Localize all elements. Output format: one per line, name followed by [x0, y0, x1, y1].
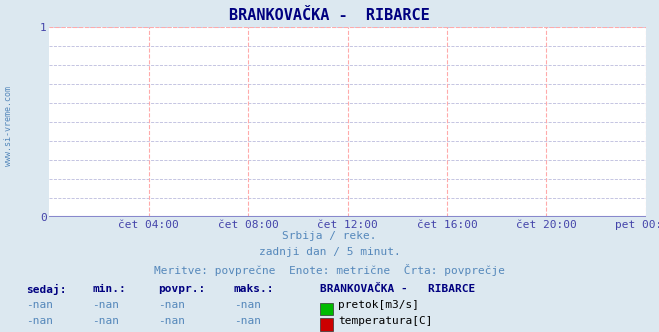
Text: BRANKOVAČKA -   RIBARCE: BRANKOVAČKA - RIBARCE — [320, 284, 475, 294]
Text: -nan: -nan — [92, 300, 119, 310]
Text: povpr.:: povpr.: — [158, 284, 206, 294]
Text: -nan: -nan — [234, 316, 261, 326]
Text: temperatura[C]: temperatura[C] — [338, 316, 432, 326]
Text: Srbija / reke.: Srbija / reke. — [282, 231, 377, 241]
Text: min.:: min.: — [92, 284, 126, 294]
Text: pretok[m3/s]: pretok[m3/s] — [338, 300, 419, 310]
Text: sedaj:: sedaj: — [26, 284, 67, 295]
Text: Meritve: povprečne  Enote: metrične  Črta: povprečje: Meritve: povprečne Enote: metrične Črta:… — [154, 264, 505, 276]
Text: zadnji dan / 5 minut.: zadnji dan / 5 minut. — [258, 247, 401, 257]
Text: -nan: -nan — [234, 300, 261, 310]
Text: -nan: -nan — [92, 316, 119, 326]
Text: www.si-vreme.com: www.si-vreme.com — [4, 86, 13, 166]
Text: -nan: -nan — [158, 300, 185, 310]
Text: -nan: -nan — [26, 316, 53, 326]
Text: maks.:: maks.: — [234, 284, 274, 294]
Text: -nan: -nan — [158, 316, 185, 326]
Text: BRANKOVAČKA -  RIBARCE: BRANKOVAČKA - RIBARCE — [229, 8, 430, 23]
Text: -nan: -nan — [26, 300, 53, 310]
